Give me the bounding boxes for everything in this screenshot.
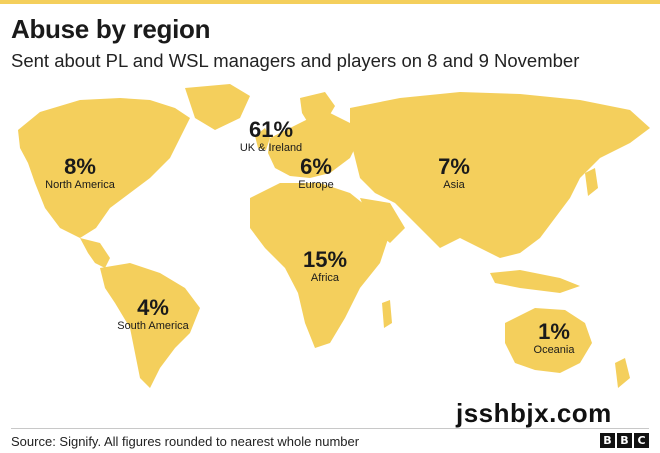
continent-australia — [505, 308, 592, 373]
region-value: 7% — [438, 154, 470, 179]
region-value: 15% — [302, 247, 348, 272]
island-greenland — [185, 84, 250, 130]
island-new-zealand — [615, 358, 630, 388]
page-subtitle: Sent about PL and WSL managers and playe… — [11, 50, 580, 71]
logo-letter: C — [634, 433, 649, 448]
region-name: Europe — [298, 179, 334, 191]
watermark: jsshbjx.com — [456, 398, 612, 428]
region-label-europe: 6% Europe — [298, 155, 333, 192]
region-scandinavia — [300, 92, 335, 126]
footer-divider — [11, 428, 649, 429]
region-label-oceania: 1% Oceania — [534, 320, 575, 357]
region-value: 4% — [137, 295, 169, 320]
logo-letter: B — [617, 433, 632, 448]
bbc-logo: B B C — [600, 433, 649, 448]
region-label-south-america: 4% South America — [117, 296, 189, 333]
region-name: Oceania — [533, 344, 575, 356]
logo-letter: B — [600, 433, 615, 448]
region-value: 1% — [538, 319, 570, 344]
region-name: UK & Ireland — [239, 142, 303, 154]
region-arabia — [360, 198, 405, 243]
island-uk-ireland — [255, 128, 270, 150]
region-name: South America — [117, 320, 189, 332]
region-label-asia: 7% Asia — [438, 155, 470, 192]
source-note: Source: Signify. All figures rounded to … — [11, 434, 360, 449]
region-value: 8% — [64, 154, 96, 179]
continent-africa — [250, 183, 390, 348]
islands-indonesia — [490, 270, 580, 293]
region-label-north-america: 8% North America — [45, 155, 115, 192]
region-name: Asia — [443, 179, 465, 191]
region-name: North America — [45, 179, 115, 191]
continent-asia — [350, 92, 650, 258]
region-value: 61% — [248, 117, 294, 142]
continent-north-america — [18, 98, 190, 238]
accent-bar — [0, 0, 660, 4]
page-title: Abuse by region — [11, 14, 211, 44]
world-map — [18, 84, 650, 388]
region-label-uk-ireland: 61% UK & Ireland — [240, 118, 302, 155]
continent-europe — [268, 113, 360, 178]
region-value: 6% — [300, 154, 332, 179]
continent-central-america — [80, 238, 110, 268]
continent-south-america — [100, 263, 200, 388]
island-madagascar — [382, 300, 392, 328]
region-name: Africa — [310, 272, 340, 284]
region-label-africa: 15% Africa — [303, 248, 347, 285]
island-japan — [585, 168, 598, 196]
